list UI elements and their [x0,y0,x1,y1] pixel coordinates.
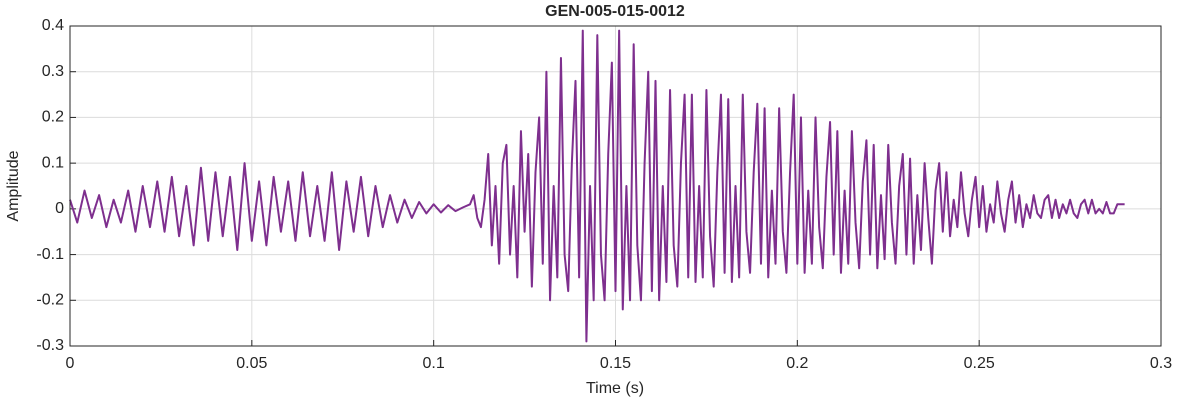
x-tick-label: 0.25 [964,355,995,372]
x-tick-label: 0.15 [600,355,631,372]
x-tick-label: 0.3 [1150,355,1172,372]
x-tick-label: 0 [66,355,75,372]
y-tick-label: 0.2 [42,109,64,126]
y-tick-label: 0.3 [42,63,64,80]
plot-area [69,29,1125,343]
y-tick-label: -0.2 [36,292,64,309]
y-tick-label: -0.3 [36,337,64,354]
x-tick-label: 0.2 [786,355,808,372]
chart-title: GEN-005-015-0012 [545,3,685,20]
x-tick-label: 0.1 [423,355,445,372]
y-tick-label: 0.1 [42,154,64,171]
y-tick-label: -0.1 [36,246,64,263]
y-tick-label: 0.4 [42,17,64,34]
y-axis-label: Amplitude [5,150,22,221]
axes-box [69,25,1162,347]
x-axis-label: Time (s) [586,380,644,397]
y-tick-label: 0 [55,200,64,217]
x-tick-label: 0.05 [236,355,267,372]
waveform-line [69,29,1125,343]
